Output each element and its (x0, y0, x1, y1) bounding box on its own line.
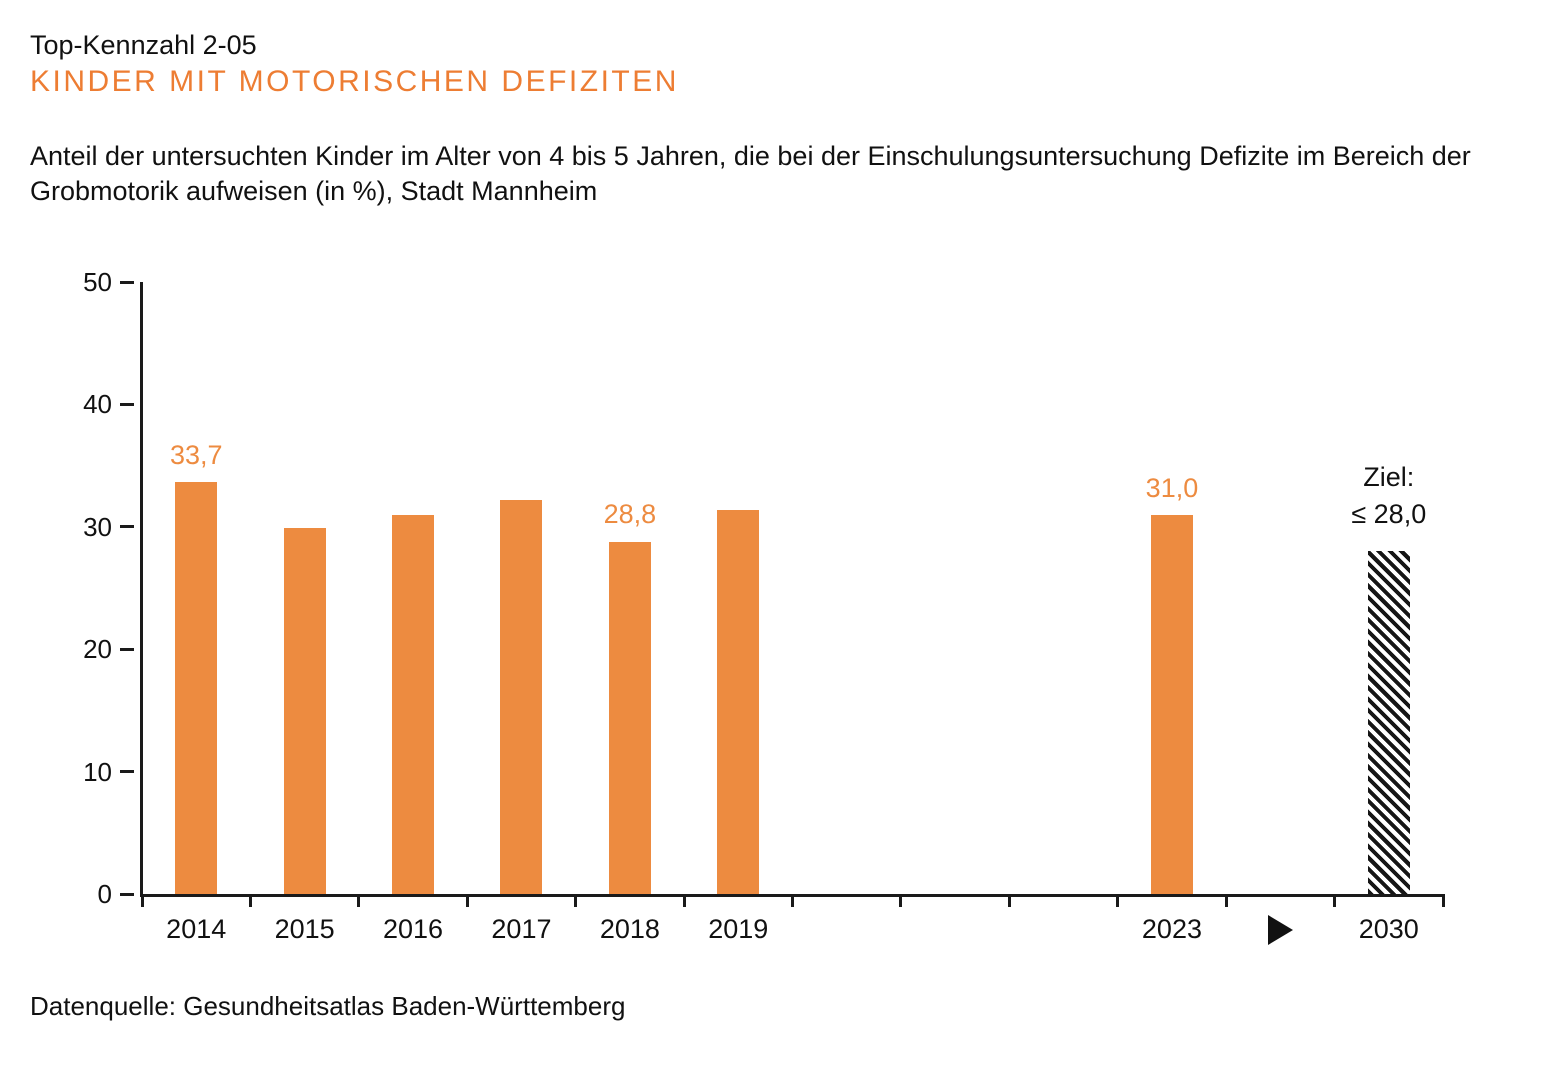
timeline-arrow-icon (1268, 915, 1294, 945)
x-axis-label-2030: 2030 (1358, 914, 1419, 944)
target-annotation: Ziel: ≤ 28,0 (1309, 459, 1469, 533)
target-annotation-line-1: Ziel: (1363, 462, 1415, 493)
x-axis-tick (140, 894, 144, 907)
x-axis-label-2019: 2019 (708, 914, 769, 944)
data-source: Datenquelle: Gesundheitsatlas Baden-Würt… (30, 991, 626, 1021)
bar-2015 (283, 528, 326, 894)
y-axis-label-50: 50 (83, 267, 112, 297)
y-axis-label-10: 10 (83, 756, 112, 787)
x-axis-tick (1007, 894, 1011, 907)
x-axis-tick (682, 894, 686, 907)
x-axis-label-2015: 2015 (274, 914, 335, 944)
y-axis-label-40: 40 (83, 389, 112, 420)
x-axis-tick (1441, 894, 1445, 907)
x-axis-label-2023: 2023 (1141, 914, 1202, 944)
subtitle-line-1: Anteil der untersuchten Kinder im Alter … (30, 141, 1471, 171)
x-axis-label-2018: 2018 (599, 914, 660, 944)
y-axis-tick (120, 280, 134, 284)
y-axis-tick (120, 647, 134, 651)
y-axis-label-20: 20 (83, 634, 112, 665)
y-axis-tick (120, 525, 134, 529)
bar-2014 (175, 481, 218, 894)
x-axis-tick (574, 894, 578, 907)
y-axis-tick (120, 770, 134, 774)
x-axis-tick (357, 894, 361, 907)
bar-2017 (500, 499, 543, 894)
bar-value-label-2014: 33,7 (169, 439, 223, 470)
bar-2019 (717, 509, 760, 894)
bar-2016 (392, 514, 435, 894)
bar-2030 (1367, 551, 1410, 894)
chart-subtitle: Anteil der untersuchten Kinder im Alter … (30, 139, 1510, 209)
x-axis-label-2014: 2014 (166, 914, 227, 944)
y-axis-label-30: 30 (83, 511, 112, 542)
bar-chart: 0 10 20 30 40 50 33,7 2014 2015 2016 2017 28,8 2018 2… (83, 269, 1445, 945)
x-axis-tick (899, 894, 903, 907)
bar-value-label-2018: 28,8 (603, 499, 657, 530)
x-axis-label-2016: 2016 (382, 914, 444, 944)
page-title: KINDER MIT MOTORISCHEN DEFIZITEN (30, 65, 679, 98)
x-axis-tick (791, 894, 794, 907)
bar-2018 (608, 541, 651, 894)
x-axis-tick (248, 894, 252, 907)
kicker: Top-Kennzahl 2-05 (30, 30, 257, 60)
x-axis-tick (1333, 894, 1337, 907)
y-axis-tick (120, 892, 134, 896)
y-axis-label-0: 0 (97, 879, 112, 909)
y-axis-line (140, 282, 143, 897)
subtitle-line-2: Grobmotorik aufweisen (in %), Stadt Mann… (30, 176, 598, 206)
bar-2023 (1150, 514, 1193, 894)
x-axis-tick (1224, 894, 1228, 907)
bar-value-label-2023: 31,0 (1145, 472, 1199, 503)
y-axis-tick (120, 402, 134, 406)
x-axis-tick (465, 894, 469, 907)
target-annotation-line-2: ≤ 28,0 (1351, 499, 1427, 530)
x-axis-label-2017: 2017 (491, 914, 552, 944)
x-axis-tick (1116, 894, 1120, 907)
